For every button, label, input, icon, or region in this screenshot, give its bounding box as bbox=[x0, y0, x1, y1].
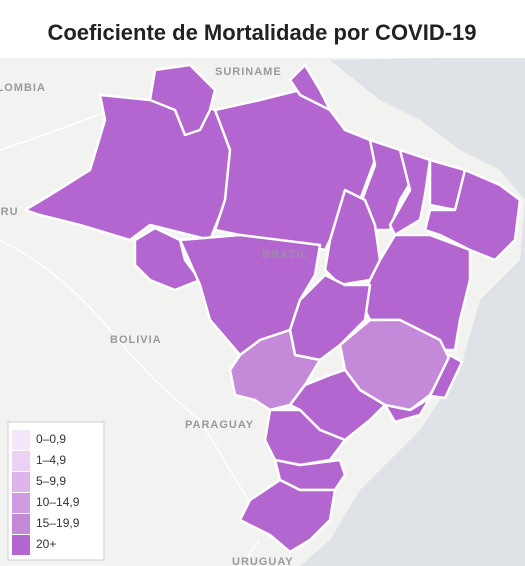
state bbox=[288, 63, 332, 112]
country-label: BOLIVIA bbox=[110, 334, 162, 346]
country-label: COLOMBIA bbox=[0, 82, 46, 94]
legend-swatch bbox=[12, 430, 30, 450]
legend-swatch bbox=[12, 493, 30, 513]
legend-label: 1–4,9 bbox=[36, 453, 66, 467]
map-title: Coeficiente de Mortalidade por COVID-19 bbox=[47, 20, 476, 45]
legend-label: 10–14,9 bbox=[36, 495, 80, 509]
country-label: BRAZIL bbox=[262, 249, 308, 261]
state bbox=[428, 353, 464, 400]
legend-label: 20+ bbox=[36, 537, 56, 551]
state bbox=[383, 396, 432, 424]
country-label: URUGUAY bbox=[232, 556, 294, 566]
legend-label: 0–0,9 bbox=[36, 432, 66, 446]
legend-swatch bbox=[12, 535, 30, 555]
country-label: SURINAME bbox=[215, 66, 282, 78]
country-label: PARAGUAY bbox=[185, 419, 254, 431]
state bbox=[148, 63, 217, 137]
country-label: PERU bbox=[0, 206, 19, 218]
legend-items: 0–0,9 1–4,9 5–9,9 10–14,9 15–19,9 20+ bbox=[12, 430, 80, 555]
legend-swatch bbox=[12, 514, 30, 534]
legend-label: 5–9,9 bbox=[36, 474, 66, 488]
legend-label: 15–19,9 bbox=[36, 516, 80, 530]
ocean bbox=[300, 58, 525, 566]
legend-swatch bbox=[12, 451, 30, 471]
states bbox=[23, 63, 522, 554]
state bbox=[238, 478, 337, 554]
legend-swatch bbox=[12, 472, 30, 492]
